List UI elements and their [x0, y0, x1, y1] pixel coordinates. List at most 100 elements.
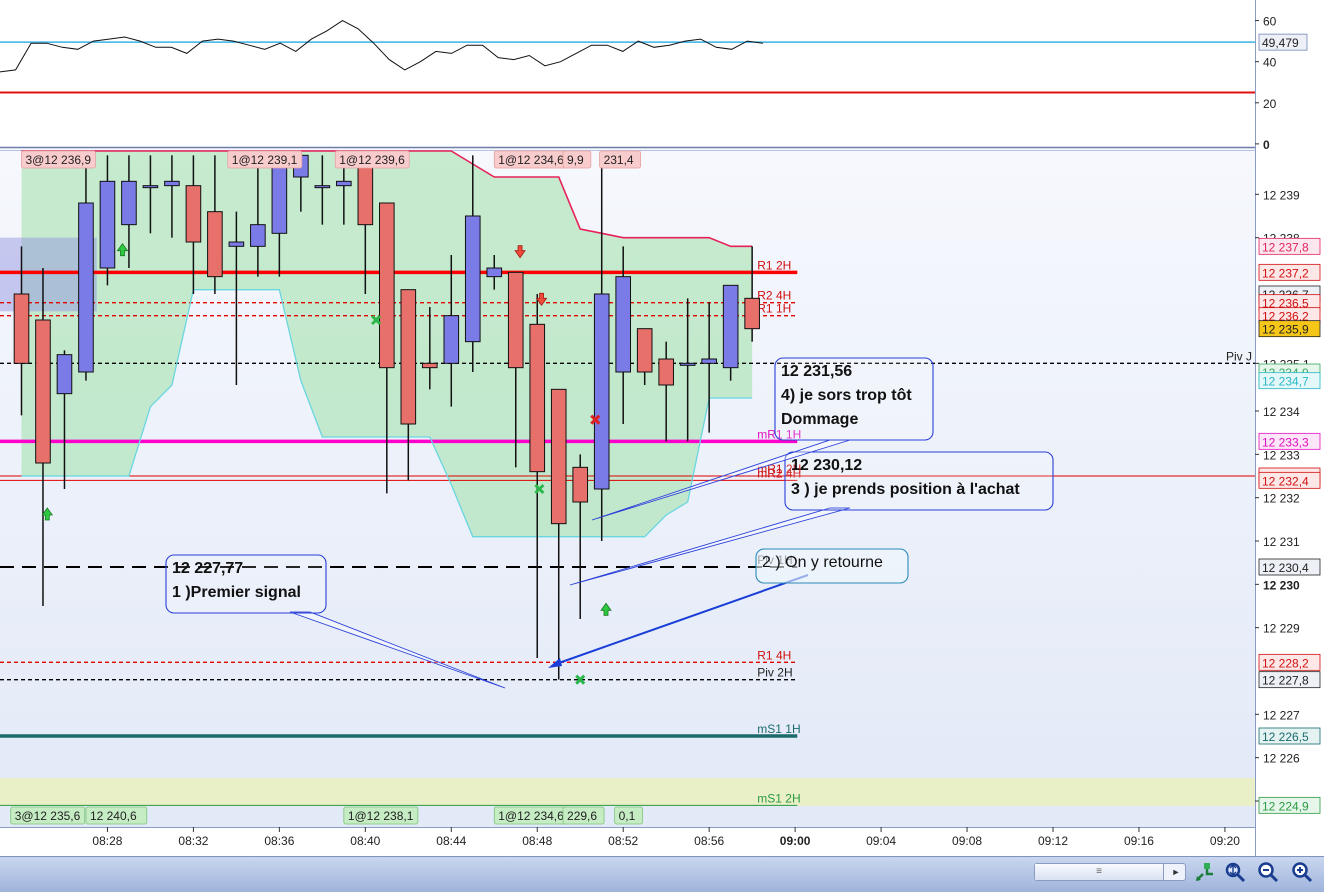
- order-tag-label: 1@12 239,1: [232, 153, 298, 167]
- candle-body[interactable]: [336, 180, 352, 187]
- candle-body[interactable]: [250, 224, 266, 247]
- price-tag: [1258, 653, 1321, 671]
- price-tag: [1258, 558, 1321, 576]
- zoom-in-icon[interactable]: [1287, 858, 1317, 886]
- order-tag-label: 0,1: [619, 809, 636, 823]
- order-tag[interactable]: [10, 806, 86, 825]
- price-tag-label: 12 230,4: [1262, 561, 1309, 575]
- candle-body[interactable]: [529, 323, 546, 473]
- time-tick-label: 09:00: [780, 834, 811, 848]
- callout-pointer: [289, 611, 506, 689]
- time-tick-label: 08:28: [92, 834, 122, 848]
- price-tag-label: 12 237,2: [1262, 266, 1309, 280]
- price-tick-label: 12 231: [1263, 535, 1300, 549]
- candle-body[interactable]: [486, 267, 503, 278]
- order-tag[interactable]: [599, 150, 641, 169]
- order-tag[interactable]: [85, 806, 148, 825]
- price-tag: [1258, 263, 1321, 281]
- price-tick-label: 12 232: [1263, 492, 1300, 506]
- buy-arrow-icon: [41, 507, 54, 521]
- price-tick-label: 12 229: [1263, 622, 1300, 636]
- scrollbar-thumb[interactable]: ≡: [1035, 864, 1164, 880]
- order-tag-label: 3@12 236,9: [25, 153, 91, 167]
- order-tag-label: 9,9: [567, 153, 584, 167]
- sell-arrow-icon: [535, 292, 548, 307]
- horizontal-scrollbar[interactable]: ≡ ►: [1034, 863, 1186, 881]
- annotation-text: 4) je sors trop tôt: [781, 387, 912, 404]
- level-label: mR1 1H: [757, 427, 801, 441]
- price-tick-label: 12 230: [1263, 578, 1300, 592]
- candle-body[interactable]: [722, 284, 739, 369]
- annotation-text: Dommage: [781, 411, 858, 428]
- annotation-box[interactable]: [755, 548, 909, 584]
- candle-body[interactable]: [99, 180, 116, 269]
- price-tag-label: 12 236,2: [1262, 310, 1309, 324]
- candle-body[interactable]: [314, 185, 331, 189]
- candle-body[interactable]: [185, 185, 202, 243]
- order-tag[interactable]: [334, 150, 410, 169]
- candle-body[interactable]: [593, 293, 610, 490]
- price-tag: [1258, 796, 1321, 814]
- candle-body[interactable]: [142, 185, 159, 189]
- candle-body[interactable]: [550, 388, 567, 525]
- price-tag-label: 12 235,9: [1262, 323, 1309, 337]
- annotation-box[interactable]: [165, 554, 327, 614]
- order-tag-label: 3@12 235,6: [15, 809, 81, 823]
- candle-body[interactable]: [636, 328, 653, 373]
- candle-body[interactable]: [507, 271, 524, 369]
- candle-body[interactable]: [615, 276, 632, 373]
- order-tag-label: 229,6: [567, 809, 597, 823]
- candle-body[interactable]: [679, 362, 696, 366]
- zoom-out-icon[interactable]: [1253, 858, 1283, 886]
- annotation-box[interactable]: [774, 357, 934, 441]
- move-chart-icon[interactable]: [1190, 858, 1220, 886]
- level-label: R1 2H: [757, 258, 791, 272]
- order-tag[interactable]: [343, 806, 419, 825]
- rsi-tick-label: 60: [1263, 15, 1277, 29]
- candle-body[interactable]: [121, 180, 137, 226]
- time-tick-label: 08:56: [694, 834, 724, 848]
- candle-body[interactable]: [78, 202, 94, 373]
- candle-body[interactable]: [701, 358, 717, 364]
- order-tag[interactable]: [614, 806, 643, 825]
- order-tag[interactable]: [562, 806, 605, 825]
- order-tag[interactable]: [562, 150, 592, 169]
- auto-zoom-icon[interactable]: [1220, 858, 1250, 886]
- time-tick-label: 08:32: [178, 834, 208, 848]
- exit-cross-icon: [590, 414, 601, 425]
- order-tag-label: 1@12 234,6: [498, 153, 564, 167]
- price-tag: [1258, 432, 1321, 450]
- candle-body[interactable]: [228, 241, 245, 247]
- price-tag: [1258, 727, 1321, 745]
- price-tag-label: 12 224,9: [1262, 799, 1309, 813]
- candle-body[interactable]: [379, 202, 395, 369]
- price-tag: [1258, 320, 1321, 338]
- candle-body[interactable]: [744, 297, 760, 330]
- price-tag-label: 12 236,5: [1262, 297, 1309, 311]
- rsi-panel: [0, 0, 1255, 148]
- order-tag[interactable]: [227, 150, 303, 169]
- candle-body[interactable]: [443, 315, 460, 364]
- candle-body[interactable]: [572, 466, 589, 503]
- level-label: mS1 2H: [757, 791, 800, 805]
- price-tag-label: 12 233,3: [1262, 435, 1309, 449]
- annotation-text: 12 231,56: [781, 363, 852, 380]
- candle-body[interactable]: [464, 215, 481, 343]
- time-tick-label: 08:36: [264, 834, 294, 848]
- candle-body[interactable]: [13, 293, 30, 364]
- order-tag[interactable]: [21, 150, 96, 169]
- candle-body[interactable]: [207, 211, 223, 278]
- scroll-right-arrow-icon[interactable]: ►: [1171, 867, 1181, 877]
- annotation-arrow: [555, 574, 809, 665]
- candle-body[interactable]: [400, 289, 417, 425]
- candle-body[interactable]: [658, 358, 674, 386]
- candle-body[interactable]: [56, 354, 73, 395]
- order-tag-label: 12 240,6: [90, 809, 137, 823]
- rsi-tick-label: 0: [1263, 138, 1270, 152]
- candle-body[interactable]: [164, 180, 180, 187]
- candle-body[interactable]: [35, 319, 51, 464]
- annotation-box[interactable]: [784, 451, 1054, 511]
- candle-body[interactable]: [421, 362, 438, 369]
- price-tag-label: 12 227,8: [1262, 674, 1309, 688]
